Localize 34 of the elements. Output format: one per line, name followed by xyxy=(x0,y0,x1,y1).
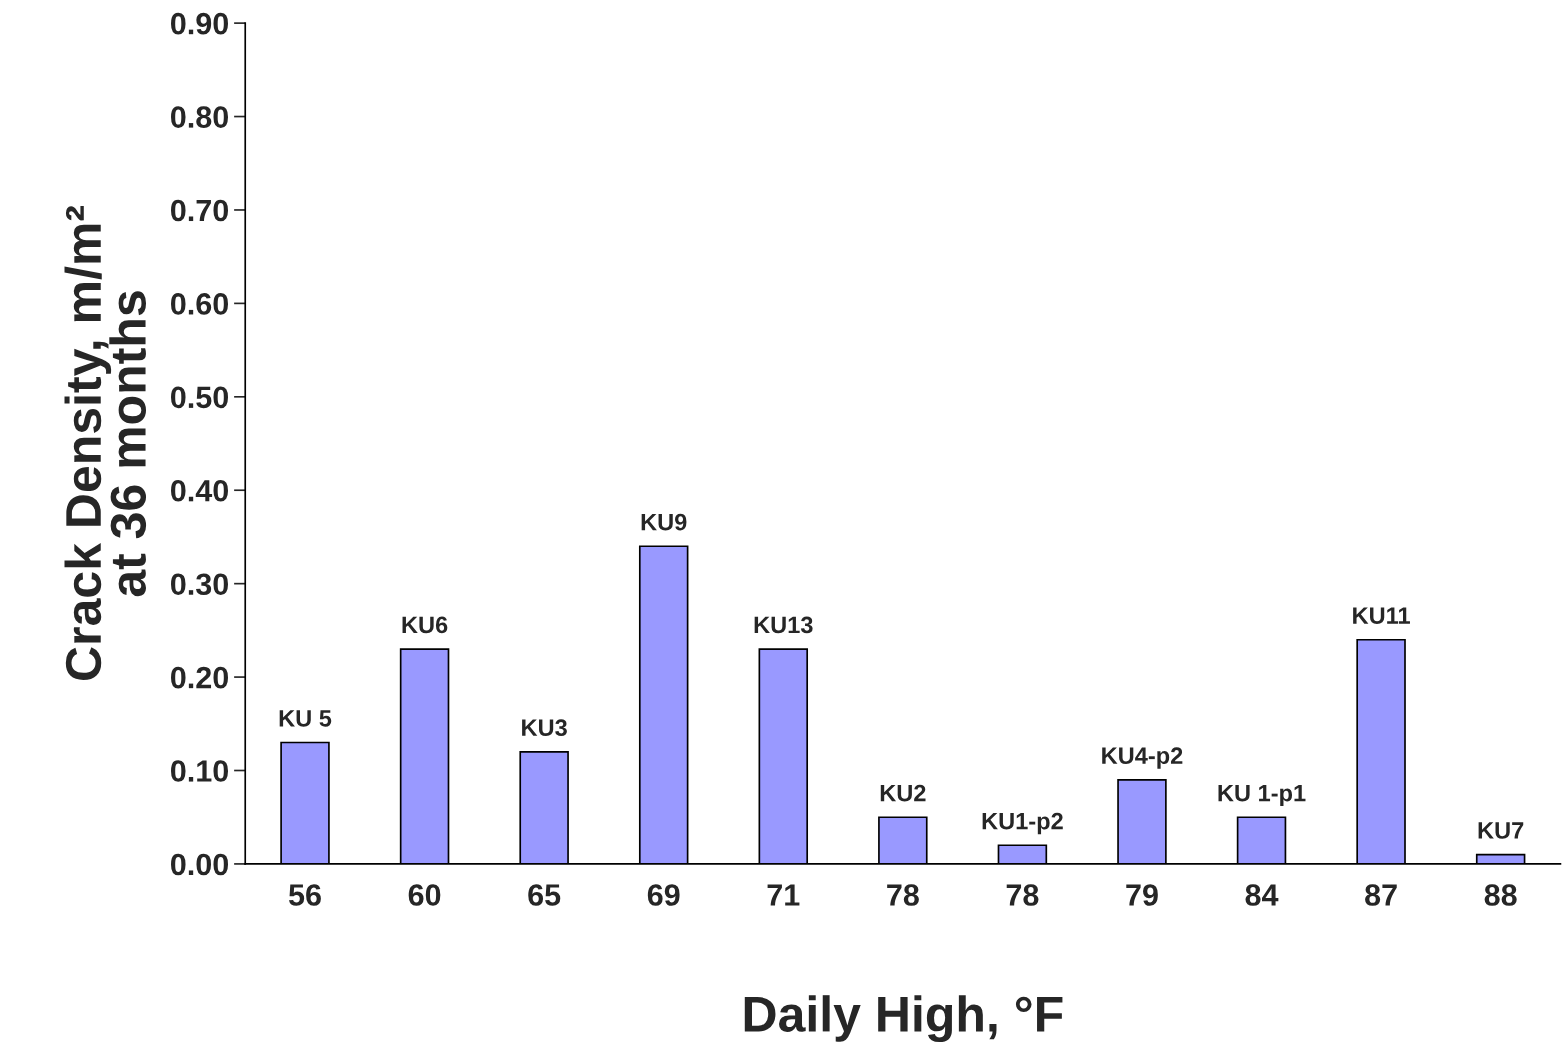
data-label: KU1-p2 xyxy=(982,812,1063,835)
x-tick-label: 56 xyxy=(288,884,321,906)
data-label: KU6 xyxy=(402,616,448,634)
y-tick-label: 0.70 xyxy=(171,199,229,222)
x-tick-label: 87 xyxy=(1365,884,1397,906)
x-tick-label: 78 xyxy=(887,884,919,906)
x-tick-label: 71 xyxy=(767,884,800,906)
x-tick-label: 84 xyxy=(1245,884,1279,906)
data-label: KU3 xyxy=(522,719,567,737)
y-tick-label: 0.00 xyxy=(171,853,229,876)
data-label: KU4-p2 xyxy=(1102,747,1183,769)
x-tick-label: 60 xyxy=(408,884,441,906)
data-label: KU13 xyxy=(754,616,813,634)
y-tick-label: 0.60 xyxy=(171,293,229,315)
data-label: KU2 xyxy=(880,784,926,802)
data-label: KU 5 xyxy=(279,710,332,727)
data-label: KU 1-p1 xyxy=(1218,784,1306,807)
data-label: KU7 xyxy=(1478,822,1524,839)
x-tick-label: 88 xyxy=(1484,884,1517,906)
data-label: KU9 xyxy=(641,513,687,531)
y-axis-title: Crack Density, m/m² at 36 months xyxy=(64,206,147,680)
y-tick-label: 0.10 xyxy=(171,760,229,782)
y-tick-label: 0.20 xyxy=(171,666,229,689)
x-tick-label: 78 xyxy=(1006,884,1039,906)
y-tick-label: 0.50 xyxy=(171,386,229,409)
x-tick-label: 69 xyxy=(647,884,680,906)
y-tick-label: 0.30 xyxy=(171,573,229,596)
y-tick-label: 0.40 xyxy=(171,479,229,502)
x-axis-title: Daily High, °F xyxy=(744,995,1063,1043)
data-label: KU11 xyxy=(1353,607,1410,624)
x-tick-label: 65 xyxy=(528,884,561,906)
y-tick-label: 0.80 xyxy=(171,106,229,128)
y-tick-label: 0.90 xyxy=(171,12,229,35)
x-tick-label: 79 xyxy=(1126,884,1158,906)
